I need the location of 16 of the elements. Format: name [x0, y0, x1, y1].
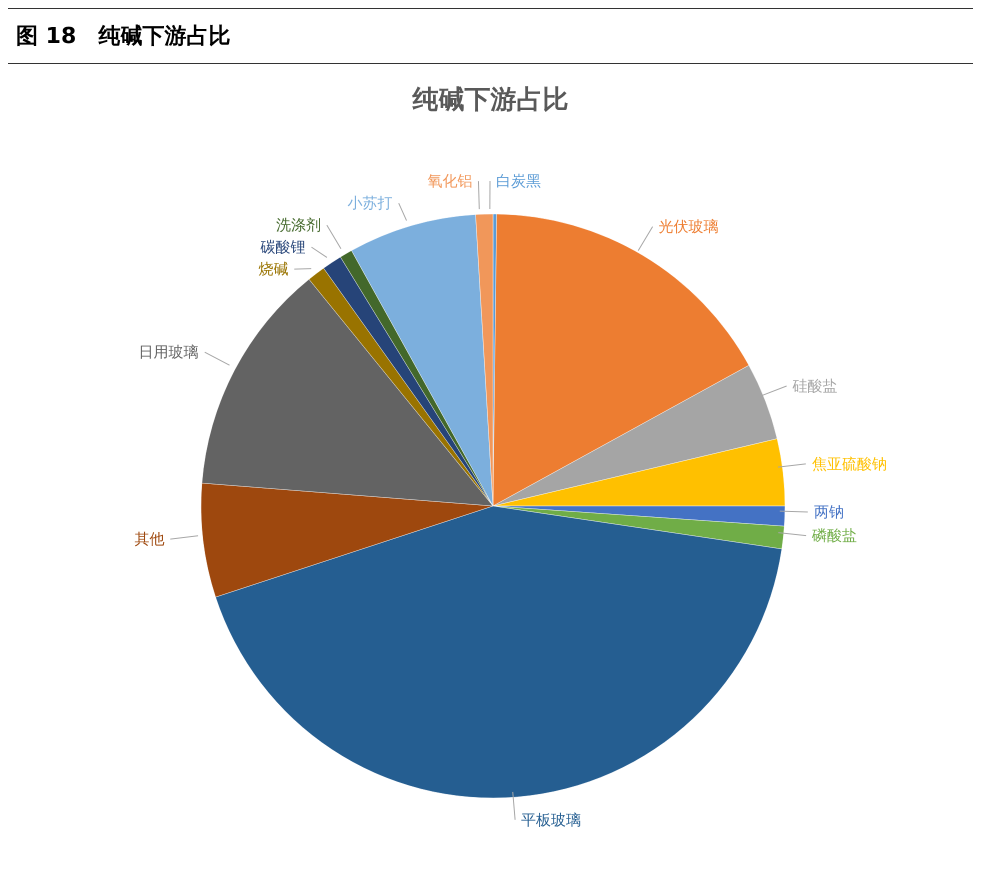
slice-label: 磷酸盐 — [811, 526, 858, 545]
chart-title: 纯碱下游占比 — [411, 84, 570, 116]
slice-label: 洗涤剂 — [276, 216, 321, 234]
slice-label: 小苏打 — [348, 194, 393, 212]
caption: 图 18 纯碱下游占比 — [8, 8, 973, 64]
slice-label: 烧碱 — [258, 260, 288, 278]
slice-label: 碳酸锂 — [259, 238, 306, 256]
slice-label: 其他 — [134, 530, 164, 548]
slice-label: 白炭黑 — [496, 172, 542, 190]
slice-label: 光伏玻璃 — [658, 218, 719, 236]
slice-label: 氧化铝 — [427, 172, 472, 190]
slice-label: 日用玻璃 — [138, 343, 199, 362]
slice-label: 两钠 — [814, 503, 844, 522]
slice-label: 焦亚硫酸钠 — [812, 454, 887, 473]
slice-label: 平板玻璃 — [521, 810, 582, 829]
slice-label: 硅酸盐 — [792, 377, 838, 396]
